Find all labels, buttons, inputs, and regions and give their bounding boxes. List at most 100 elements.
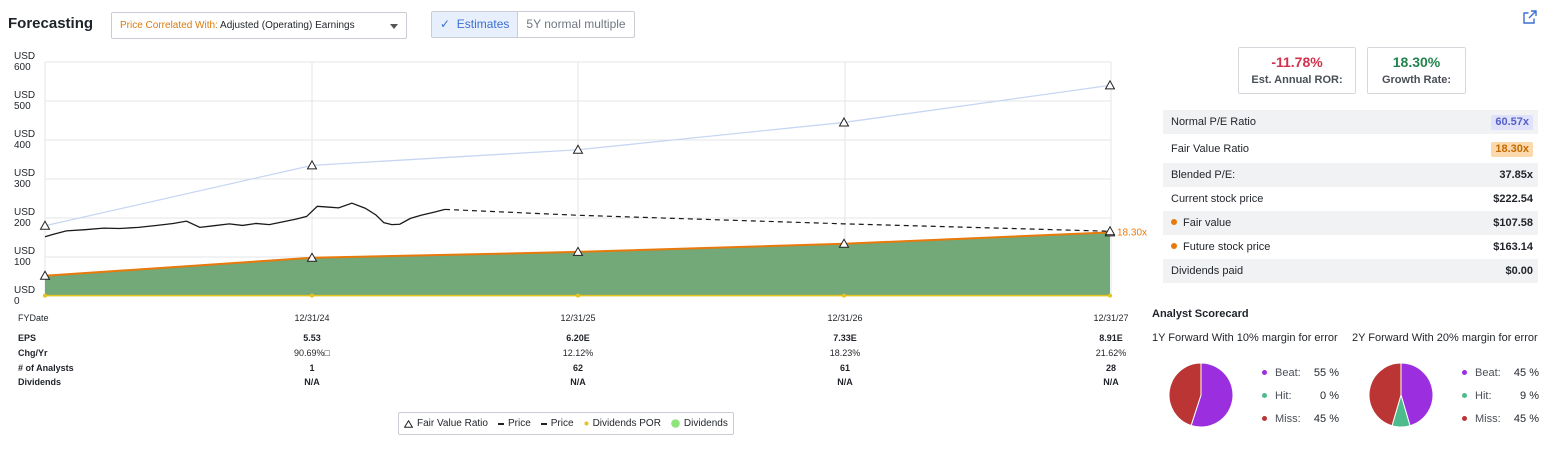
cell-eps: 7.33E bbox=[833, 333, 857, 343]
dot-icon bbox=[584, 421, 589, 426]
legend-price-forecast[interactable]: Price bbox=[540, 418, 574, 429]
analyst-scorecard-title: Analyst Scorecard bbox=[1152, 308, 1249, 320]
dividends-marker bbox=[39, 270, 51, 280]
toggle-estimates-label: Estimates bbox=[456, 17, 510, 31]
stat-value: 18.30x bbox=[1491, 142, 1533, 157]
toggle-estimates[interactable]: ✓ Estimates bbox=[432, 12, 518, 37]
stat-value: 60.57x bbox=[1491, 115, 1533, 130]
price-line bbox=[44, 202, 446, 238]
cell-eps: 5.53 bbox=[303, 333, 321, 343]
scorecard-miss-row: Miss: 45 % bbox=[1462, 413, 1539, 425]
stat-dividends-paid: Dividends paid $0.00 bbox=[1163, 259, 1538, 283]
scorecard-label: Miss: bbox=[1475, 413, 1501, 425]
legend-price[interactable]: Price bbox=[497, 418, 531, 429]
stat-label: Blended P/E: bbox=[1171, 169, 1236, 181]
cell-dividends: N/A bbox=[837, 377, 853, 387]
cell-analysts: 61 bbox=[839, 363, 850, 373]
fair-value-ratio-marker bbox=[838, 116, 850, 127]
stat-label: Dividends paid bbox=[1171, 265, 1244, 277]
y-tick-label: USD 0 bbox=[14, 285, 36, 307]
y-tick-label: USD 200 bbox=[14, 207, 36, 229]
row-label: Dividends bbox=[18, 377, 62, 387]
cell-chg: 18.23% bbox=[829, 348, 861, 358]
row-label: EPS bbox=[18, 333, 37, 343]
y-tick-label: USD 500 bbox=[14, 90, 36, 112]
cell-chg: 12.12% bbox=[562, 348, 594, 358]
correlation-prefix: Price Correlated With: bbox=[120, 20, 218, 31]
correlation-value: Adjusted (Operating) Earnings bbox=[220, 20, 355, 31]
scorecard-label: Beat: bbox=[1475, 367, 1501, 379]
toggle-5y-multiple-label: 5Y normal multiple bbox=[526, 17, 626, 31]
external-link-icon[interactable] bbox=[1522, 9, 1538, 25]
dividends-marker bbox=[838, 238, 850, 248]
scorecard-hit-row: Hit: 0 % bbox=[1262, 390, 1339, 402]
scorecard-label: Hit: bbox=[1275, 390, 1292, 402]
scorecard-hit-row: Hit: 9 % bbox=[1462, 390, 1539, 402]
stat-current-price: Current stock price $222.54 bbox=[1163, 187, 1538, 211]
y-tick-label: USD 600 bbox=[14, 51, 36, 73]
growth-rate-value: 18.30% bbox=[1392, 54, 1441, 70]
scorecard-label: Miss: bbox=[1275, 413, 1301, 425]
stat-label: Fair Value Ratio bbox=[1171, 143, 1250, 155]
hit-dot-icon bbox=[1462, 392, 1467, 398]
cell-analysts: 1 bbox=[309, 363, 315, 373]
cell-dividends: N/A bbox=[304, 377, 320, 387]
dividends-marker bbox=[306, 252, 318, 262]
x-tick-label: 12/31/26 bbox=[827, 313, 863, 323]
fair-value-ratio-marker bbox=[306, 159, 318, 170]
stat-normal-pe: Normal P/E Ratio 60.57x bbox=[1163, 110, 1538, 134]
cell-dividends: N/A bbox=[1103, 377, 1119, 387]
cell-analysts: 28 bbox=[1105, 363, 1116, 373]
est-annual-ror-value: -11.78% bbox=[1271, 54, 1323, 70]
page-title: Forecasting bbox=[8, 15, 94, 32]
stat-fair-value: Fair value $107.58 bbox=[1163, 211, 1538, 235]
cell-eps: 8.91E bbox=[1099, 333, 1123, 343]
scorecard-percent: 0 % bbox=[1320, 390, 1339, 402]
legend-label: Dividends POR bbox=[592, 418, 661, 429]
legend-label: Price bbox=[507, 418, 531, 429]
growth-rate-box: 18.30% Growth Rate: bbox=[1367, 47, 1466, 94]
scorecard-label: Hit: bbox=[1475, 390, 1492, 402]
chart-legend: Fair Value Ratio Price Price Dividends P… bbox=[398, 412, 734, 435]
legend-fair-value-ratio[interactable]: Fair Value Ratio bbox=[404, 418, 488, 429]
orange-dot-icon bbox=[1171, 219, 1177, 226]
stat-label: Current stock price bbox=[1171, 193, 1264, 205]
x-tick-label: 12/31/25 bbox=[560, 313, 596, 323]
toggle-5y-multiple[interactable]: 5Y normal multiple bbox=[517, 12, 633, 37]
scorecard-1y-pie bbox=[1168, 362, 1234, 428]
scorecard-beat-row: Beat: 45 % bbox=[1462, 367, 1539, 379]
cell-eps: 6.20E bbox=[566, 333, 590, 343]
pie-miss-slice bbox=[1168, 362, 1202, 427]
dashed-line-icon bbox=[540, 422, 547, 425]
cell-dividends: N/A bbox=[570, 377, 586, 387]
legend-label: Dividends bbox=[683, 418, 728, 429]
growth-rate-label: Growth Rate: bbox=[1381, 74, 1452, 86]
scorecard-percent: 9 % bbox=[1520, 390, 1539, 402]
scorecard-2y-label: 2Y Forward With 20% margin for error bbox=[1352, 332, 1538, 344]
legend-dividends[interactable]: Dividends bbox=[671, 418, 728, 429]
check-icon: ✓ bbox=[440, 17, 451, 31]
beat-dot-icon bbox=[1262, 369, 1267, 375]
stat-label: Fair value bbox=[1183, 217, 1232, 229]
future-price-marker bbox=[1104, 225, 1116, 236]
triangle-icon bbox=[404, 419, 413, 428]
x-tick-label: 12/31/24 bbox=[294, 313, 330, 323]
stat-fair-value-ratio: Fair Value Ratio 18.30x bbox=[1163, 137, 1538, 161]
pie-beat-slice bbox=[1400, 362, 1434, 427]
miss-dot-icon bbox=[1462, 415, 1467, 421]
correlation-select[interactable]: Price Correlated With: Adjusted (Operati… bbox=[111, 12, 407, 39]
price-forecast-line bbox=[444, 208, 1111, 232]
legend-dividends-por[interactable]: Dividends POR bbox=[584, 418, 661, 429]
end-ratio-label: 18.30x bbox=[1117, 227, 1147, 238]
stat-value: $222.54 bbox=[1493, 193, 1533, 205]
legend-label: Price bbox=[550, 418, 574, 429]
dividends-por-point bbox=[576, 293, 580, 298]
cell-analysts: 62 bbox=[572, 363, 583, 373]
stat-label: Future stock price bbox=[1183, 241, 1271, 253]
fair-value-ratio-marker bbox=[572, 144, 584, 154]
forecast-chart: 18.30x bbox=[39, 61, 1147, 298]
scorecard-label: Beat: bbox=[1275, 367, 1301, 379]
dot-icon bbox=[671, 419, 680, 428]
y-tick-label: USD 300 bbox=[14, 168, 36, 190]
stat-label: Normal P/E Ratio bbox=[1171, 116, 1256, 128]
